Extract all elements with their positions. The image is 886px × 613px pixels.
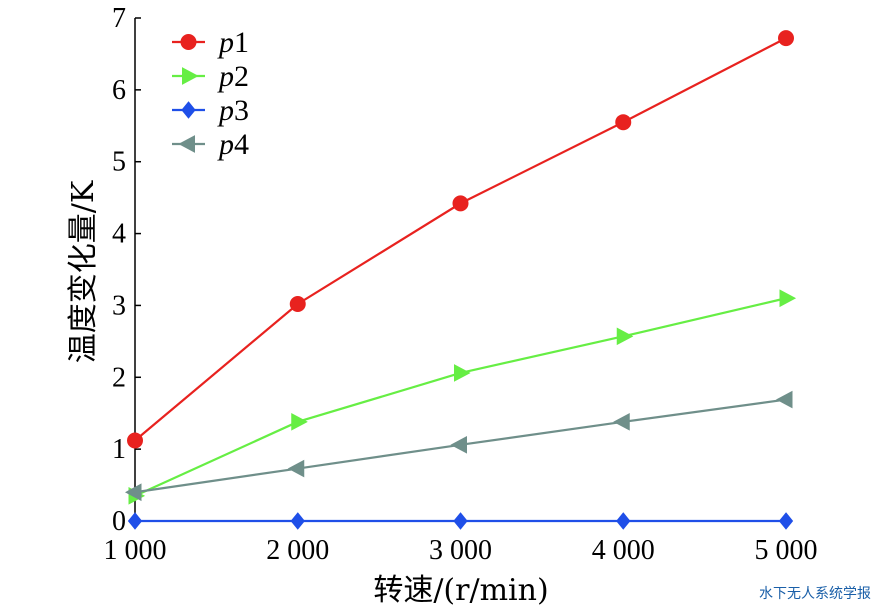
legend-entry-p1: p1 (172, 26, 249, 59)
data-point-p1 (452, 195, 469, 212)
legend-label-index: 4 (234, 128, 249, 161)
legend-label-letter: p (217, 128, 234, 161)
data-point-p1 (289, 295, 306, 312)
legend-marker (178, 135, 195, 153)
legend-label: p2 (217, 60, 249, 93)
data-point-p3 (616, 512, 631, 530)
x-tick-label: 1 000 (104, 535, 167, 566)
series-p1 (127, 30, 794, 449)
x-tick-label: 2 000 (266, 535, 329, 566)
y-tick-label: 7 (112, 3, 126, 34)
series-p4 (124, 390, 793, 502)
x-axis-title: 转速/(r/min) (373, 573, 548, 608)
data-point-p3 (127, 512, 143, 530)
legend-entry-p2: p2 (172, 60, 249, 93)
legend-label-letter: p (217, 60, 234, 93)
legend-label-letter: p (217, 26, 234, 59)
y-axis-title: 温度变化量/K (66, 180, 101, 363)
data-point-p1 (778, 30, 794, 47)
y-tick-label: 3 (112, 290, 126, 321)
watermark-text: 水下无人系统学报 (759, 586, 871, 602)
y-tick-label: 2 (112, 362, 126, 393)
y-tick-label: 4 (112, 219, 126, 250)
series-layer (124, 30, 797, 530)
x-tick-label: 5 000 (755, 535, 818, 566)
legend-label-letter: p (217, 94, 234, 127)
legend-label-index: 3 (234, 94, 249, 127)
x-tick-label: 4 000 (592, 535, 655, 566)
legend-entry-p4: p4 (172, 128, 249, 161)
y-tick-label: 6 (112, 75, 126, 106)
data-point-p4 (775, 390, 793, 409)
y-tick-label: 0 (112, 506, 126, 537)
series-p3 (127, 512, 794, 530)
legend-entry-p3: p3 (172, 94, 249, 127)
data-point-p4 (450, 435, 467, 454)
data-point-p3 (778, 512, 794, 530)
legend-label-index: 1 (234, 26, 249, 59)
y-axis-ticks: 0 1 2 3 4 5 6 7 (112, 3, 141, 537)
legend-label: p3 (217, 94, 249, 127)
data-point-p4 (613, 413, 630, 431)
legend-marker (180, 34, 197, 50)
data-point-p1 (127, 432, 143, 449)
data-point-p3 (453, 512, 468, 530)
data-point-p2 (291, 413, 308, 431)
data-point-p4 (124, 483, 142, 502)
legend-label: p1 (217, 26, 249, 59)
legend-marker (182, 67, 199, 85)
data-point-p4 (287, 459, 305, 478)
legend-label-index: 2 (234, 60, 249, 93)
data-point-p2 (454, 364, 471, 382)
data-point-p1 (615, 114, 632, 131)
series-p2 (128, 289, 797, 505)
x-tick-label: 3 000 (429, 535, 492, 566)
legend-marker (181, 101, 196, 119)
data-point-p3 (290, 512, 305, 530)
series-line-p2 (134, 297, 787, 497)
data-point-p2 (779, 289, 797, 308)
legend-label: p4 (217, 128, 249, 161)
x-axis-ticks: 1 000 2 000 3 000 4 000 5 000 (104, 515, 818, 566)
y-tick-label: 1 (112, 434, 126, 465)
data-point-p2 (616, 327, 634, 346)
y-tick-label: 5 (112, 147, 126, 178)
